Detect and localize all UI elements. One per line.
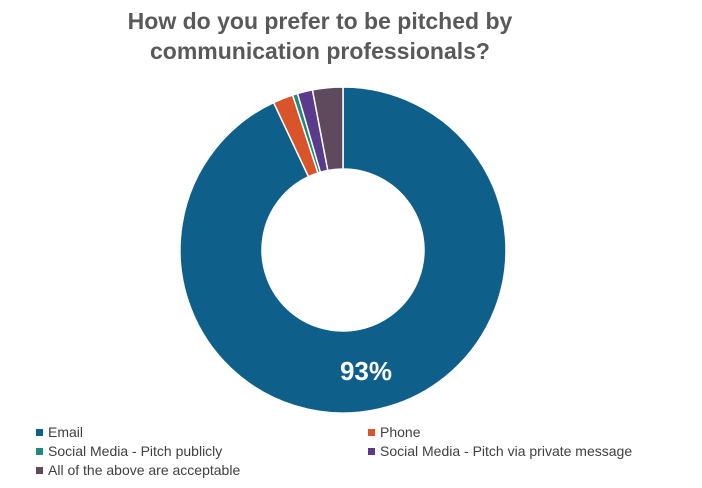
slice-all-above <box>311 86 344 172</box>
legend-item-social-private: Social Media - Pitch via private message <box>368 443 632 459</box>
legend-item-social-public: Social Media - Pitch publicly <box>36 443 222 459</box>
legend-item-all-above: All of the above are acceptable <box>36 462 240 478</box>
data-label-email: 93% <box>340 356 392 386</box>
chart-title: How do you prefer to be pitched by commu… <box>0 6 640 66</box>
chart-title-line-2: communication professionals? <box>150 38 490 64</box>
legend-swatch-email <box>36 428 43 436</box>
legend-item-phone: Phone <box>368 424 420 440</box>
legend-swatch-social-public <box>36 447 43 455</box>
legend-label-social-private: Social Media - Pitch via private message <box>380 443 633 459</box>
legend-label-social-public: Social Media - Pitch publicly <box>48 443 223 459</box>
donut-slices <box>179 86 507 414</box>
legend-swatch-phone <box>368 428 375 436</box>
legend-label-all-above: All of the above are acceptable <box>48 462 241 478</box>
legend-swatch-social-private <box>368 447 375 455</box>
legend-item-email: Email <box>36 424 83 440</box>
legend-label-phone: Phone <box>380 424 421 440</box>
legend-label-email: Email <box>48 424 84 440</box>
slice-email <box>179 86 507 414</box>
chart-title-line-1: How do you prefer to be pitched by <box>127 8 513 34</box>
legend-swatch-all-above <box>36 466 43 474</box>
